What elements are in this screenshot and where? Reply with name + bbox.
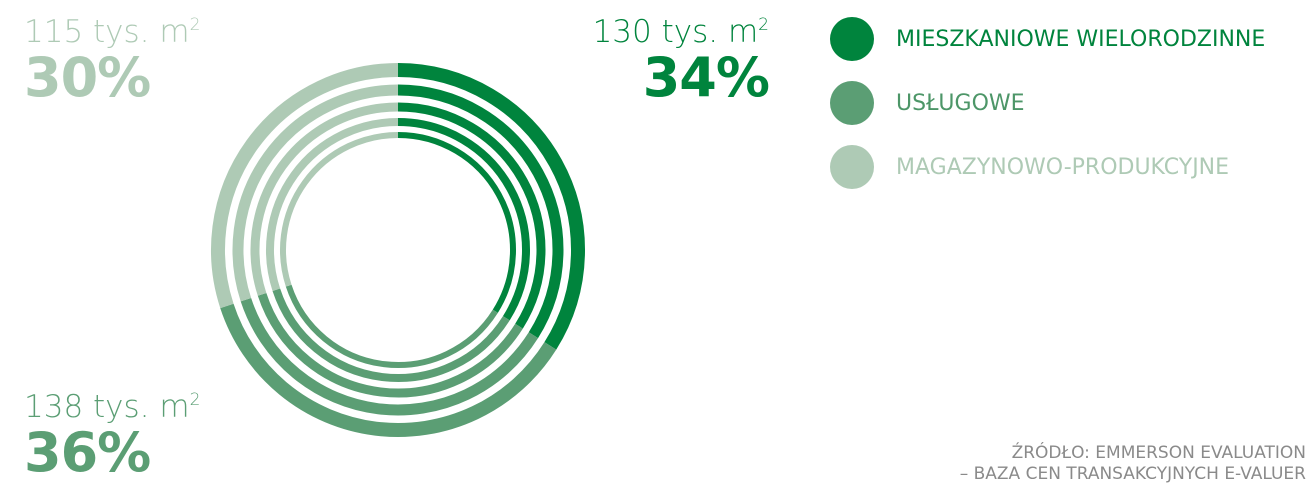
residential-callout: 130 tys. m2 34% [592,14,770,109]
legend-swatch-warehouse [830,145,874,189]
ring-5-residential-arc [397,132,516,313]
warehouse-percent: 30% [24,46,151,109]
legend-swatch-residential [830,17,874,61]
ring-2-residential-arc [397,84,564,339]
ring-2-services-arc [240,297,539,416]
ring-5-warehouse-arc [280,132,399,287]
warehouse-amount: 115 tys. m2 [24,14,201,50]
legend-item-services: USŁUGOWE [830,80,1265,126]
legend-label-services: USŁUGOWE [896,90,1025,116]
source-line-1: ŹRÓDŁO: EMMERSON EVALUATION [1011,443,1306,463]
ring-1-warehouse-arc [211,63,399,309]
ring-4-warehouse-arc [266,118,399,291]
ring-3-residential-arc [397,102,546,329]
legend-swatch-services [830,81,874,125]
warehouse-callout: 115 tys. m2 30% [24,17,200,105]
ring-5-services-arc [285,284,498,368]
legend-label-residential: MIESZKANIOWE WIELORODZINNE [896,26,1266,52]
ring-3-warehouse-arc [250,102,399,296]
ring-1-residential-arc [397,63,585,350]
legend-label-warehouse: MAGAZYNOWO-PRODUKCYJNE [896,154,1230,180]
residential-amount: 130 tys. m2 [592,14,769,50]
services-percent: 36% [24,421,151,484]
ring-3-services-arc [257,293,523,398]
legend-item-warehouse: MAGAZYNOWO-PRODUKCYJNE [830,144,1265,190]
residential-percent: 34% [642,46,770,109]
ring-4-residential-arc [397,118,530,321]
ring-2-warehouse-arc [232,84,399,302]
ring-4-services-arc [272,288,510,382]
source-line-2: – BAZA CEN TRANSAKCYJNYCH E-VALUER [959,464,1306,484]
legend: MIESZKANIOWE WIELORODZINNE USŁUGOWE MAGA… [830,16,1265,208]
services-amount: 138 tys. m2 [24,389,201,425]
source-note: ŹRÓDŁO: EMMERSON EVALUATION – BAZA CEN T… [960,443,1306,485]
services-callout: 138 tys. m2 36% [24,392,200,480]
ring-1-services-arc [220,303,557,437]
legend-item-residential: MIESZKANIOWE WIELORODZINNE [830,16,1265,62]
